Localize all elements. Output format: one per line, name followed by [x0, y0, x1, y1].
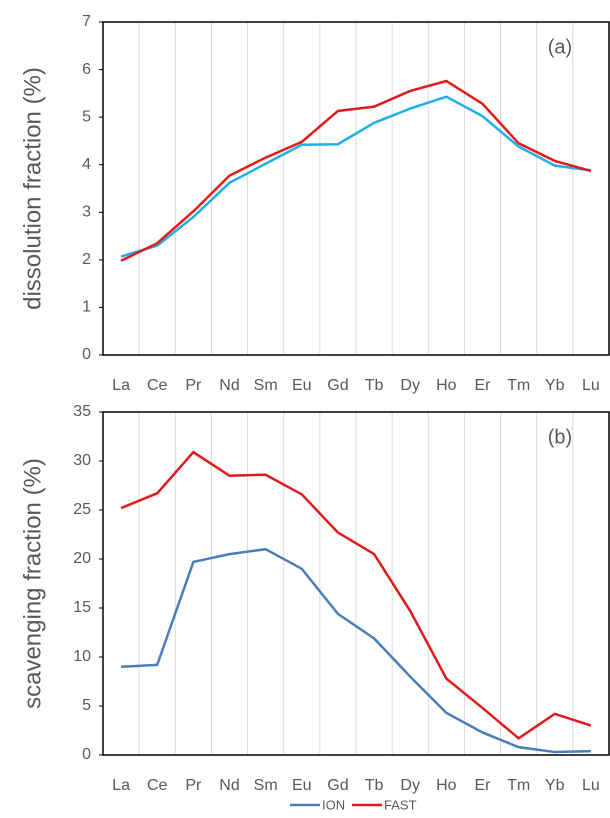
plot-frame — [102, 21, 610, 356]
x-tick-label: Lu — [582, 777, 600, 794]
y-tick-label: 0 — [82, 346, 91, 363]
y-tick-label: 6 — [82, 61, 91, 78]
y-tick-label: 5 — [82, 697, 91, 714]
x-tick-label: Nd — [219, 777, 239, 794]
x-tick-label: La — [112, 777, 130, 794]
y-tick-label: 5 — [82, 108, 91, 125]
series-line — [120, 95, 592, 258]
y-tick-label: 0 — [82, 746, 91, 763]
x-tick-label: Lu — [582, 377, 600, 394]
x-tick-label: Pr — [185, 777, 202, 794]
x-tick-label: Tm — [507, 777, 530, 794]
y-tick-label: 10 — [73, 648, 91, 665]
x-tick-label: Ho — [436, 777, 457, 794]
x-tick-label: Tb — [365, 777, 384, 794]
annotation: (b) — [548, 426, 572, 448]
x-tick-label: Er — [475, 377, 492, 394]
legend-label: FAST — [384, 797, 417, 812]
series-line — [120, 79, 592, 262]
plot-frame — [102, 411, 610, 756]
x-tick-label: Gd — [327, 377, 348, 394]
series-line — [121, 547, 591, 754]
x-tick-label: Sm — [254, 777, 278, 794]
x-tick-label: Dy — [400, 377, 420, 394]
series-line — [120, 450, 592, 740]
x-tick-label: Ce — [147, 777, 168, 794]
annotation: (a) — [548, 36, 572, 58]
y-tick-label: 4 — [82, 156, 91, 173]
y-tick-label: 3 — [82, 204, 91, 221]
x-tick-label: Yb — [545, 377, 565, 394]
x-tick-label: Eu — [292, 377, 312, 394]
x-tick-label: Yb — [545, 777, 565, 794]
x-tick-label: Eu — [292, 777, 312, 794]
x-tick-label: Tb — [365, 377, 384, 394]
x-tick-label: La — [112, 377, 130, 394]
y-axis-label: dissolution fraction (%) — [19, 67, 46, 310]
y-tick-label: 1 — [82, 299, 91, 316]
x-tick-label: Gd — [327, 777, 348, 794]
x-tick-label: Ce — [147, 377, 168, 394]
x-tick-label: Ho — [436, 377, 457, 394]
x-tick-label: Dy — [400, 777, 420, 794]
y-tick-label: 7 — [82, 13, 91, 30]
x-tick-label: Pr — [185, 377, 202, 394]
y-axis-label: scavenging fraction (%) — [19, 458, 46, 709]
y-tick-label: 30 — [73, 452, 91, 469]
x-tick-label: Tm — [507, 377, 530, 394]
legend-label: ION — [322, 797, 345, 812]
x-tick-label: Nd — [219, 377, 239, 394]
y-tick-label: 35 — [73, 403, 91, 420]
y-tick-label: 2 — [82, 251, 91, 268]
x-tick-label: Er — [475, 777, 492, 794]
y-tick-label: 25 — [73, 501, 91, 518]
y-tick-label: 20 — [73, 550, 91, 567]
x-tick-label: Sm — [254, 377, 278, 394]
y-tick-label: 15 — [73, 599, 91, 616]
